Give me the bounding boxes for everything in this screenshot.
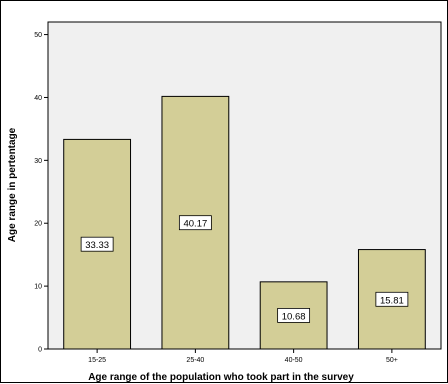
data-label: 15.81 xyxy=(380,295,404,306)
y-axis: 0 10 20 30 40 50 xyxy=(34,32,48,354)
data-label: 40.17 xyxy=(183,219,207,230)
data-label-box xyxy=(80,236,114,252)
x-tick-label: 40-50 xyxy=(285,357,303,364)
y-tick-label: 0 xyxy=(38,347,42,354)
y-tick-label: 20 xyxy=(34,221,42,228)
data-label: 10.68 xyxy=(282,311,306,322)
y-tick-label: 30 xyxy=(34,158,42,165)
bar-series: 33.33 40.17 10.68 15.81 xyxy=(63,95,426,350)
data-label-box xyxy=(178,215,212,231)
x-tick-label: 50+ xyxy=(386,357,398,364)
x-axis: 15-25 25-40 40-50 50+ xyxy=(88,349,398,364)
data-label-box xyxy=(277,308,311,323)
y-tick-label: 40 xyxy=(34,95,42,102)
x-tick-label: 15-25 xyxy=(88,357,106,364)
y-tick-label: 50 xyxy=(34,32,42,39)
data-label-box xyxy=(375,291,409,307)
x-tick-label: 25-40 xyxy=(186,357,204,364)
y-axis-title: Age range in pertentage xyxy=(7,127,18,242)
y-tick-label: 10 xyxy=(34,284,42,291)
data-label: 33.33 xyxy=(85,240,109,251)
x-axis-title: Age range of the population who took par… xyxy=(88,372,354,383)
